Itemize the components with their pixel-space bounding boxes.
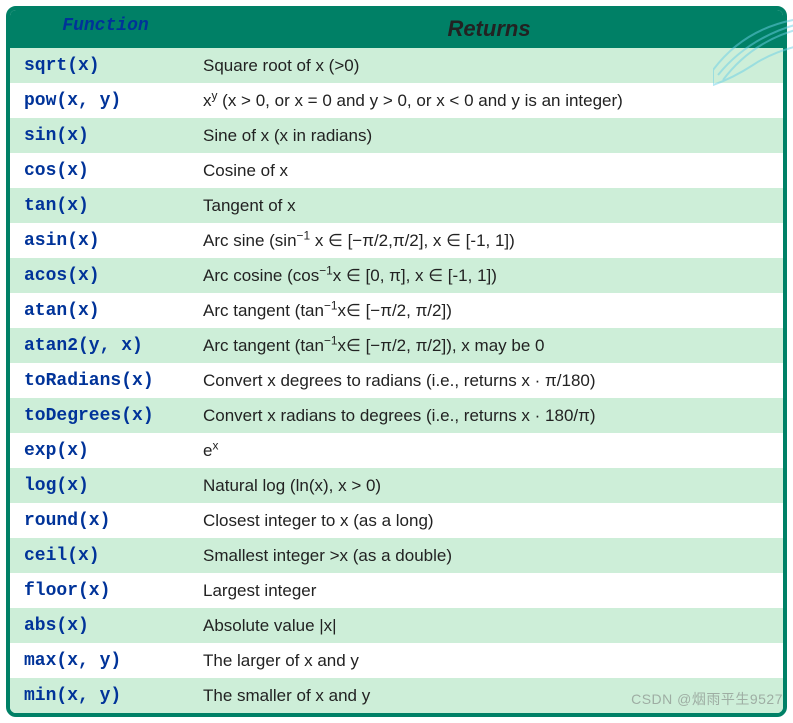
table-row: ceil(x)Smallest integer >x (as a double) — [10, 538, 783, 573]
returns-cell: Arc tangent (tan−1x∈ [−π/2, π/2]), x may… — [195, 329, 783, 362]
function-cell: max(x, y) — [10, 644, 195, 679]
returns-cell: Closest integer to x (as a long) — [195, 504, 783, 537]
function-cell: tan(x) — [10, 189, 195, 224]
function-cell: cos(x) — [10, 154, 195, 189]
returns-cell: Smallest integer >x (as a double) — [195, 539, 783, 572]
function-cell: sqrt(x) — [10, 49, 195, 84]
function-cell: round(x) — [10, 504, 195, 539]
returns-cell: Arc cosine (cos−1x ∈ [0, π], x ∈ [-1, 1]… — [195, 259, 783, 292]
returns-cell: Arc sine (sin−1 x ∈ [−π/2,π/2], x ∈ [-1,… — [195, 224, 783, 257]
returns-cell: Cosine of x — [195, 154, 783, 187]
watermark-text: CSDN @烟雨平生9527 — [631, 689, 783, 709]
table-row: asin(x)Arc sine (sin−1 x ∈ [−π/2,π/2], x… — [10, 223, 783, 258]
function-cell: toRadians(x) — [10, 364, 195, 399]
table-row: round(x)Closest integer to x (as a long) — [10, 503, 783, 538]
function-cell: log(x) — [10, 469, 195, 504]
returns-cell: Arc tangent (tan−1x∈ [−π/2, π/2]) — [195, 294, 783, 327]
table-row: floor(x)Largest integer — [10, 573, 783, 608]
function-cell: atan(x) — [10, 294, 195, 329]
returns-cell: Convert x degrees to radians (i.e., retu… — [195, 364, 783, 397]
table-row: sqrt(x)Square root of x (>0) — [10, 48, 783, 83]
function-cell: abs(x) — [10, 609, 195, 644]
table-row: acos(x)Arc cosine (cos−1x ∈ [0, π], x ∈ … — [10, 258, 783, 293]
table-row: exp(x)ex — [10, 433, 783, 468]
returns-cell: Absolute value |x| — [195, 609, 783, 642]
function-cell: ceil(x) — [10, 539, 195, 574]
function-cell: min(x, y) — [10, 679, 195, 714]
table-header: Function Returns — [10, 10, 783, 48]
function-cell: toDegrees(x) — [10, 399, 195, 434]
returns-cell: xy (x > 0, or x = 0 and y > 0, or x < 0 … — [195, 84, 783, 117]
returns-cell: The larger of x and y — [195, 644, 783, 677]
math-functions-table: Function Returns sqrt(x)Square root of x… — [6, 6, 787, 717]
returns-cell: Natural log (ln(x), x > 0) — [195, 469, 783, 502]
function-cell: sin(x) — [10, 119, 195, 154]
function-cell: exp(x) — [10, 434, 195, 469]
table-row: tan(x)Tangent of x — [10, 188, 783, 223]
header-returns: Returns — [195, 10, 783, 48]
table-row: abs(x)Absolute value |x| — [10, 608, 783, 643]
table-row: pow(x, y)xy (x > 0, or x = 0 and y > 0, … — [10, 83, 783, 118]
returns-cell: Largest integer — [195, 574, 783, 607]
page-container: Function Returns sqrt(x)Square root of x… — [0, 0, 793, 723]
table-row: atan(x)Arc tangent (tan−1x∈ [−π/2, π/2]) — [10, 293, 783, 328]
function-cell: asin(x) — [10, 224, 195, 259]
table-row: toRadians(x)Convert x degrees to radians… — [10, 363, 783, 398]
table-row: toDegrees(x)Convert x radians to degrees… — [10, 398, 783, 433]
returns-cell: Square root of x (>0) — [195, 49, 783, 82]
table-row: atan2(y, x)Arc tangent (tan−1x∈ [−π/2, π… — [10, 328, 783, 363]
table-row: cos(x)Cosine of x — [10, 153, 783, 188]
function-cell: acos(x) — [10, 259, 195, 294]
function-cell: pow(x, y) — [10, 84, 195, 119]
table-row: max(x, y)The larger of x and y — [10, 643, 783, 678]
returns-cell: Tangent of x — [195, 189, 783, 222]
function-cell: floor(x) — [10, 574, 195, 609]
table-row: log(x)Natural log (ln(x), x > 0) — [10, 468, 783, 503]
returns-cell: ex — [195, 434, 783, 467]
function-cell: atan2(y, x) — [10, 329, 195, 364]
table-row: sin(x)Sine of x (x in radians) — [10, 118, 783, 153]
table-body: sqrt(x)Square root of x (>0)pow(x, y)xy … — [10, 48, 783, 713]
header-function: Function — [10, 10, 195, 48]
returns-cell: Convert x radians to degrees (i.e., retu… — [195, 399, 783, 432]
returns-cell: Sine of x (x in radians) — [195, 119, 783, 152]
